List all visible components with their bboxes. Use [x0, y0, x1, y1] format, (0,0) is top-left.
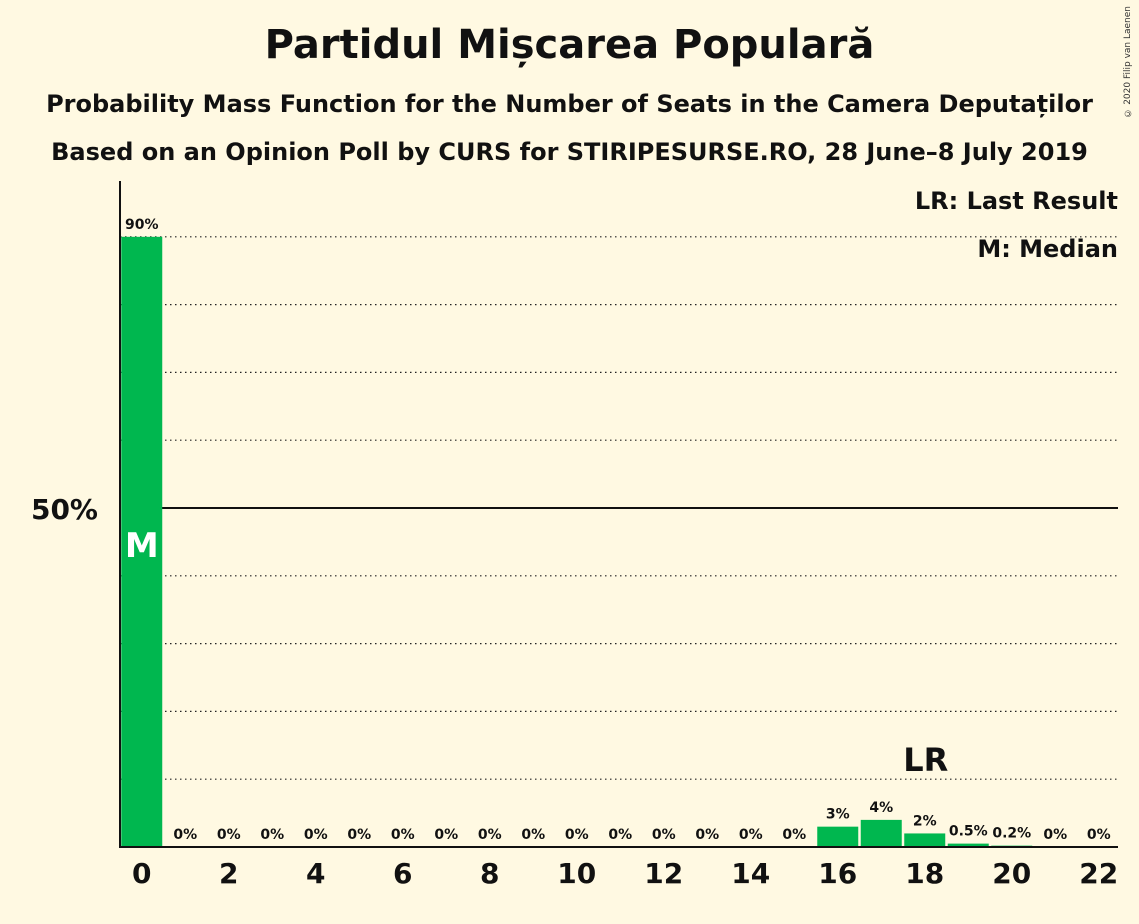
bar-seat-18 [904, 833, 946, 847]
value-label-seat-19: 0.5% [949, 824, 988, 840]
x-tick-label: 22 [1079, 857, 1118, 890]
x-tick-label: 4 [306, 857, 325, 890]
value-label-seat-10: 0% [565, 827, 589, 843]
bar-seat-16 [817, 826, 859, 847]
bar-seat-17 [860, 819, 902, 847]
value-label-seat-21: 0% [1043, 827, 1067, 843]
value-label-seat-17: 4% [869, 800, 893, 816]
bar-seat-0 [121, 236, 163, 848]
value-label-seat-20: 0.2% [992, 826, 1031, 842]
chart-source-subtitle: Based on an Opinion Poll by CURS for STI… [51, 138, 1088, 166]
x-tick-label: 18 [905, 857, 944, 890]
x-tick-label: 2 [219, 857, 238, 890]
chart-title: Partidul Mișcarea Populară [264, 22, 875, 68]
legend-last-result: LR: Last Result [915, 187, 1118, 215]
value-label-seat-7: 0% [434, 827, 458, 843]
chart-subtitle: Probability Mass Function for the Number… [46, 90, 1093, 118]
value-label-seat-4: 0% [304, 827, 328, 843]
value-label-seat-2: 0% [217, 827, 241, 843]
value-label-seat-16: 3% [826, 807, 850, 823]
x-tick-label: 12 [644, 857, 683, 890]
x-tick-label: 20 [992, 857, 1031, 890]
x-tick-label: 8 [480, 857, 499, 890]
value-label-seat-9: 0% [521, 827, 545, 843]
value-label-seat-6: 0% [391, 827, 415, 843]
value-label-seat-5: 0% [347, 827, 371, 843]
x-tick-label: 10 [557, 857, 596, 890]
x-tick-label: 16 [818, 857, 857, 890]
value-label-seat-18: 2% [913, 813, 937, 829]
value-label-seat-11: 0% [608, 827, 632, 843]
value-label-seat-12: 0% [652, 827, 676, 843]
gridlines [120, 236, 1118, 780]
value-label-seat-22: 0% [1087, 827, 1111, 843]
value-label-seat-15: 0% [782, 827, 806, 843]
value-label-seat-0: 90% [125, 217, 159, 233]
value-label-seat-14: 0% [739, 827, 763, 843]
axes: 0 2 4 6 8 10 12 14 16 18 20 22 50% [31, 181, 1118, 890]
value-label-seat-13: 0% [695, 827, 719, 843]
x-tick-label: 0 [132, 857, 151, 890]
x-tick-label: 6 [393, 857, 412, 890]
last-result-marker: LR [903, 741, 948, 779]
value-label-seat-1: 0% [173, 827, 197, 843]
value-label-seat-8: 0% [478, 827, 502, 843]
value-labels: 90% 0% 0% 0% 0% 0% 0% 0% 0% 0% 0% 0% 0% 0% 0% 0% 3% 4% 2% 0… [125, 217, 1111, 843]
bars [121, 236, 1033, 848]
y-tick-label: 50% [31, 493, 98, 526]
bar-seat-19 [947, 843, 989, 847]
median-marker: M [125, 526, 159, 566]
value-label-seat-3: 0% [260, 827, 284, 843]
x-tick-label: 14 [731, 857, 770, 890]
legend-median: M: Median [977, 235, 1118, 263]
